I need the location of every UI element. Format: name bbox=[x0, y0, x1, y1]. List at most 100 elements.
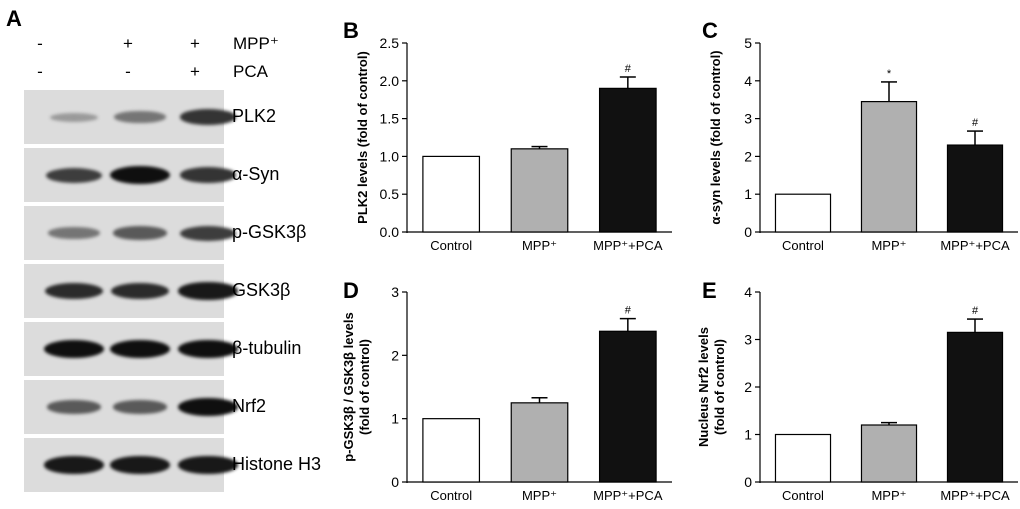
y-tick-label: 2.0 bbox=[380, 73, 400, 89]
panel-label: B bbox=[343, 18, 359, 43]
y-tick-label: 4 bbox=[744, 73, 752, 89]
bar bbox=[946, 144, 1004, 233]
protein-band bbox=[110, 340, 170, 358]
x-tick-label: MPP⁺+PCA bbox=[593, 238, 663, 253]
protein-band bbox=[48, 227, 100, 239]
panel-label: C bbox=[702, 18, 718, 43]
y-axis-label: (fold of control) bbox=[357, 339, 372, 435]
y-tick-label: 2.5 bbox=[380, 35, 400, 51]
bar bbox=[510, 148, 569, 233]
x-tick-label: MPP⁺ bbox=[871, 238, 906, 253]
y-axis-label: α-syn levels (fold of control) bbox=[708, 50, 723, 224]
blot-label: β-tubulin bbox=[232, 338, 302, 358]
bar bbox=[510, 402, 569, 483]
significance-mark: # bbox=[625, 305, 632, 317]
blot-strip bbox=[24, 438, 238, 492]
blot-label: GSK3β bbox=[232, 280, 291, 300]
condition-row-mpp: - + + MPP⁺ bbox=[0, 34, 340, 56]
x-tick-label: Control bbox=[430, 488, 472, 503]
condition-sign: + bbox=[190, 34, 200, 53]
y-tick-label: 2 bbox=[391, 347, 399, 363]
protein-band bbox=[113, 400, 167, 414]
y-tick-label: 3 bbox=[391, 284, 399, 300]
protein-band bbox=[180, 225, 236, 241]
y-tick-label: 0 bbox=[391, 474, 399, 490]
blot-label: Nrf2 bbox=[232, 396, 267, 416]
panel-label: D bbox=[343, 278, 359, 303]
y-tick-label: 1 bbox=[391, 411, 399, 427]
bar bbox=[860, 424, 918, 483]
blot-label: p-GSK3β bbox=[232, 222, 307, 242]
condition-sign: + bbox=[123, 34, 133, 53]
bar bbox=[774, 193, 832, 233]
y-tick-label: 1 bbox=[744, 427, 752, 443]
y-tick-label: 0.0 bbox=[380, 224, 400, 240]
x-tick-label: MPP⁺ bbox=[522, 488, 557, 503]
significance-mark: # bbox=[972, 117, 979, 129]
blot-strip bbox=[24, 148, 237, 202]
x-tick-label: Control bbox=[430, 238, 472, 253]
protein-band bbox=[178, 456, 238, 474]
bar bbox=[946, 331, 1004, 483]
protein-band bbox=[114, 111, 166, 123]
protein-band bbox=[110, 166, 170, 184]
y-tick-label: 2 bbox=[744, 379, 752, 395]
y-tick-label: 0.5 bbox=[380, 186, 400, 202]
condition-label-pca: PCA bbox=[233, 62, 268, 81]
protein-band bbox=[44, 340, 104, 358]
y-axis-label: (fold of control) bbox=[712, 339, 727, 435]
y-axis-label: Nucleus Nrf2 levels bbox=[696, 327, 711, 447]
western-blot-panel: A - + + MPP⁺ - - + PCA PLK2 α-Syn p-GSK3β G… bbox=[0, 0, 340, 509]
protein-band bbox=[44, 456, 104, 474]
condition-label-mpp: MPP⁺ bbox=[233, 34, 279, 53]
x-tick-label: Control bbox=[782, 488, 824, 503]
protein-band bbox=[110, 456, 170, 474]
significance-mark: # bbox=[972, 305, 979, 317]
x-tick-label: MPP⁺ bbox=[871, 488, 906, 503]
protein-band bbox=[113, 226, 167, 240]
blot-label: PLK2 bbox=[232, 106, 277, 126]
y-tick-label: 1.0 bbox=[380, 148, 400, 164]
y-tick-label: 0 bbox=[744, 474, 752, 490]
protein-band bbox=[179, 109, 237, 125]
protein-band bbox=[178, 282, 238, 300]
y-tick-label: 2 bbox=[744, 148, 752, 164]
y-axis-label: p-GSK3β / GSK3β levels bbox=[341, 312, 356, 462]
blot-label: α-Syn bbox=[232, 164, 280, 184]
bar bbox=[422, 418, 481, 483]
significance-mark: * bbox=[887, 68, 892, 80]
significance-mark: # bbox=[625, 63, 632, 75]
blot-strip bbox=[24, 322, 238, 376]
y-tick-label: 0 bbox=[744, 224, 752, 240]
condition-sign: - bbox=[37, 62, 43, 81]
protein-band bbox=[178, 340, 238, 358]
bar bbox=[598, 330, 657, 483]
bar bbox=[774, 433, 832, 483]
protein-band bbox=[178, 398, 238, 416]
y-tick-label: 3 bbox=[744, 111, 752, 127]
protein-band bbox=[179, 167, 237, 183]
x-tick-label: MPP⁺+PCA bbox=[940, 488, 1010, 503]
blot-strip bbox=[24, 264, 238, 318]
protein-band bbox=[47, 400, 101, 414]
blot-label: Histone H3 bbox=[232, 454, 322, 474]
y-tick-label: 4 bbox=[744, 284, 752, 300]
condition-row-pca: - - + PCA bbox=[0, 62, 340, 84]
condition-sign: - bbox=[37, 34, 43, 53]
x-tick-label: MPP⁺+PCA bbox=[593, 488, 663, 503]
x-tick-label: Control bbox=[782, 238, 824, 253]
y-tick-label: 3 bbox=[744, 332, 752, 348]
x-tick-label: MPP⁺ bbox=[522, 238, 557, 253]
y-tick-label: 1 bbox=[744, 186, 752, 202]
y-tick-label: 1.5 bbox=[380, 111, 400, 127]
protein-band bbox=[45, 282, 103, 300]
bar bbox=[598, 87, 657, 233]
y-axis-label: PLK2 levels (fold of control) bbox=[355, 51, 370, 224]
condition-sign: + bbox=[190, 62, 200, 81]
protein-band bbox=[46, 167, 102, 183]
bar bbox=[422, 155, 481, 233]
y-tick-label: 5 bbox=[744, 35, 752, 51]
protein-band bbox=[111, 282, 169, 300]
panel-label: E bbox=[702, 278, 717, 303]
blot-strip bbox=[24, 90, 237, 144]
